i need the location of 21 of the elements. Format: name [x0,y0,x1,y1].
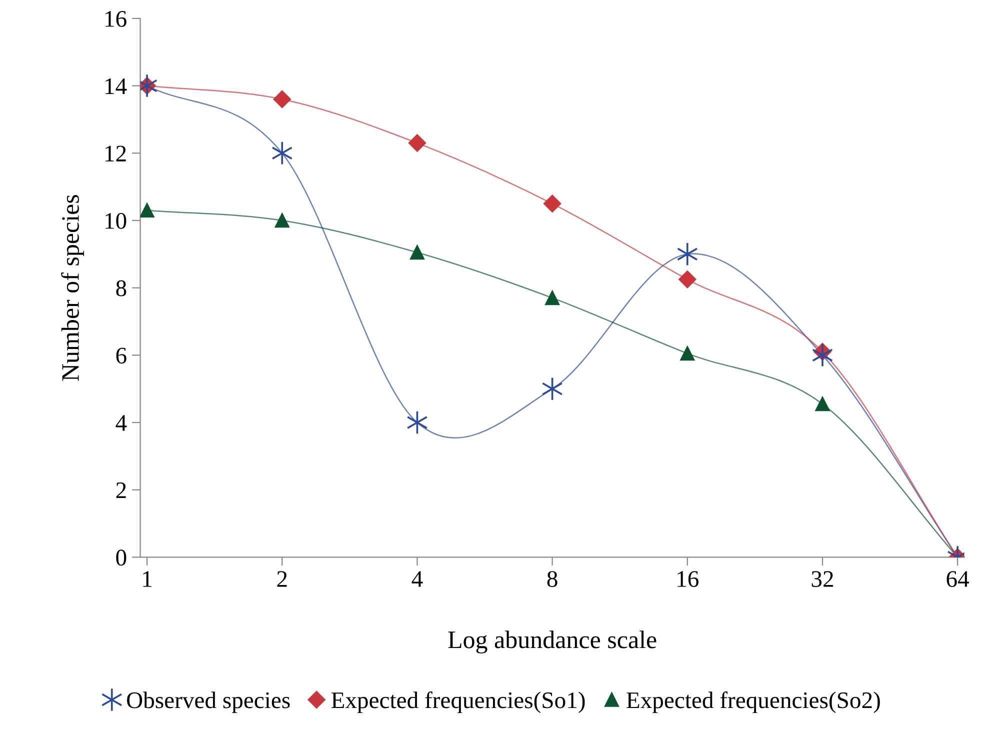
y-tick-label: 12 [106,146,126,162]
x-tick-label: 1 [143,571,152,587]
x-tick-label: 16 [678,571,698,587]
y-tick-label: 6 [116,348,126,364]
x-tick-label: 8 [547,571,558,587]
y-tick-label: 16 [106,11,126,27]
x-tick-label: 4 [412,571,423,587]
y-tick-label: 10 [106,212,126,229]
y-tick-label: 8 [116,280,126,296]
y-tick-label: 0 [116,550,126,566]
x-tick-label: 64 [946,571,970,587]
x-tick-label: 2 [277,571,287,587]
legend-label: Expected frequencies(So1) [331,691,585,714]
x-axis-title: Log abundance scale [448,630,656,654]
legend-label: Observed species [127,692,290,714]
y-axis-title: Number of species [61,195,84,381]
x-tick-label: 32 [812,571,833,587]
y-tick-label: 4 [116,415,127,431]
y-tick-label: 14 [106,78,127,94]
legend-label: Expected frequencies(So2) [626,691,880,714]
y-tick-label: 2 [116,482,126,498]
